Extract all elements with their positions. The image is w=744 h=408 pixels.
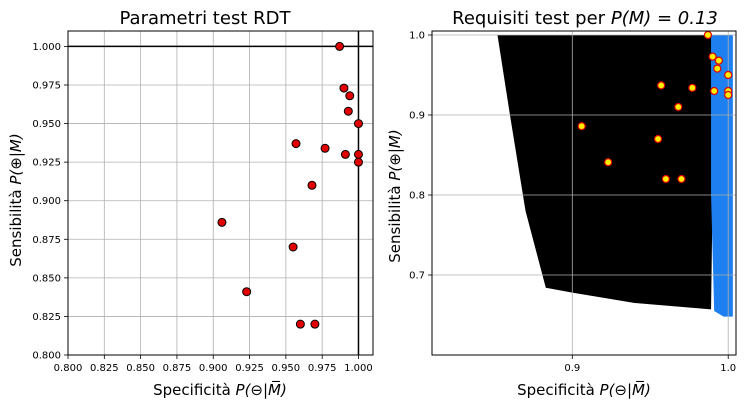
left-data-point <box>339 83 349 93</box>
right-x-axis-label: Specificità P(⊖|M̅) <box>517 380 651 399</box>
left-data-point <box>295 319 305 329</box>
left-data-point <box>217 217 227 227</box>
left-data-point <box>345 91 355 101</box>
left-x-tick-label: 1.000 <box>344 363 373 374</box>
right-points <box>577 30 733 184</box>
right-y-label-math: P(⊕|M) <box>386 129 404 180</box>
right-chart: 0.9 1.0 0.7 0.8 0.9 1.0 Requisiti test per P… <box>386 8 737 399</box>
left-data-point <box>343 106 353 116</box>
left-y-label-math: P(⊕|M) <box>7 133 25 184</box>
right-data-point <box>708 52 717 61</box>
left-reference-lines <box>68 31 373 355</box>
left-data-point <box>320 143 330 153</box>
right-data-point <box>724 90 733 100</box>
left-x-ticks: 0.800 0.825 0.850 0.875 0.900 0.925 0.950 0.975… <box>54 355 373 374</box>
left-x-axis-label: Specificità P(⊖|M̅) <box>153 380 287 399</box>
left-y-tick-label: 0.950 <box>32 119 61 130</box>
left-data-point <box>288 242 298 252</box>
left-grid <box>67 31 373 356</box>
left-y-tick-label: 0.825 <box>32 312 61 323</box>
right-data-point <box>703 30 713 40</box>
right-feasible-region-fill <box>497 35 716 310</box>
left-x-tick-label: 0.825 <box>90 363 119 374</box>
right-grid <box>432 31 736 355</box>
left-data-point <box>335 41 345 51</box>
right-data-point <box>674 102 683 112</box>
left-data-point <box>242 287 252 297</box>
left-x-tick-label: 0.925 <box>235 363 264 374</box>
left-y-tick-label: 0.925 <box>32 158 61 169</box>
right-x-ticks: 0.9 1.0 <box>564 355 736 374</box>
left-y-label-text: Sensibilità <box>7 185 25 267</box>
left-y-tick-label: 0.800 <box>32 351 61 362</box>
left-data-point <box>340 149 350 159</box>
right-y-axis-label: Sensibilità P(⊕|M) <box>386 129 404 262</box>
left-data-point <box>291 139 301 149</box>
right-data-point <box>713 64 722 73</box>
right-data-point <box>714 56 723 65</box>
right-y-tick-label: 0.9 <box>409 111 425 122</box>
right-data-point <box>677 174 686 184</box>
right-data-point <box>688 83 697 92</box>
right-y-tick-label: 0.8 <box>409 191 425 202</box>
right-data-point <box>653 134 663 144</box>
right-x-tick-label: 1.0 <box>720 363 736 374</box>
right-plot-frame <box>431 30 737 356</box>
right-title-math: P(M) = 0.13 <box>611 8 718 29</box>
left-data-point <box>353 157 363 167</box>
left-y-tick-label: 0.850 <box>32 273 61 284</box>
left-chart-title: Parametri test RDT <box>120 8 292 29</box>
left-y-tick-label: 0.875 <box>32 235 61 246</box>
right-x-tick-label: 0.9 <box>564 363 580 374</box>
right-y-tick-label: 1.0 <box>409 31 425 42</box>
right-data-point <box>604 158 613 167</box>
right-title-text: Requisiti test per <box>452 8 611 29</box>
left-data-point <box>310 319 320 329</box>
right-x-label-math: P(⊖|M̅) <box>600 380 651 399</box>
right-data-point <box>661 174 670 184</box>
left-points <box>217 41 363 329</box>
right-y-ticks: 0.7 0.8 0.9 1.0 <box>409 31 432 282</box>
left-y-axis-label: Sensibilità P(⊕|M) <box>7 133 25 266</box>
right-chart-title: Requisiti test per P(M) = 0.13 <box>452 8 718 29</box>
left-data-point <box>353 149 363 159</box>
left-x-label-text: Specificità <box>153 381 235 399</box>
right-x-label-text: Specificità <box>517 381 599 399</box>
right-required-band-fill <box>711 35 733 317</box>
right-data-point <box>724 70 733 80</box>
left-x-tick-label: 0.975 <box>308 363 337 374</box>
left-x-label-math: P(⊖|M̅) <box>236 380 287 399</box>
right-y-label-text: Sensibilità <box>386 181 404 263</box>
right-data-point <box>710 86 719 96</box>
left-x-tick-label: 0.875 <box>163 363 192 374</box>
left-x-tick-label: 0.950 <box>272 363 301 374</box>
left-data-point <box>353 119 363 129</box>
left-chart: 0.800 0.825 0.850 0.875 0.900 0.925 0.950 0.975… <box>7 8 374 399</box>
right-data-point <box>577 122 586 131</box>
right-data-point <box>657 81 666 90</box>
left-plot-frame <box>67 30 374 356</box>
left-y-tick-label: 0.975 <box>32 81 61 92</box>
left-data-point <box>307 180 317 190</box>
left-x-tick-label: 0.900 <box>199 363 228 374</box>
left-x-tick-label: 0.850 <box>126 363 155 374</box>
left-x-tick-label: 0.800 <box>54 363 83 374</box>
left-y-ticks: 0.800 0.825 0.850 0.875 0.900 0.925 0.950 0.975… <box>32 42 68 362</box>
right-feasible-region <box>497 35 733 317</box>
left-y-tick-label: 1.000 <box>32 42 61 53</box>
right-y-tick-label: 0.7 <box>409 271 425 282</box>
left-y-tick-label: 0.900 <box>32 196 61 207</box>
